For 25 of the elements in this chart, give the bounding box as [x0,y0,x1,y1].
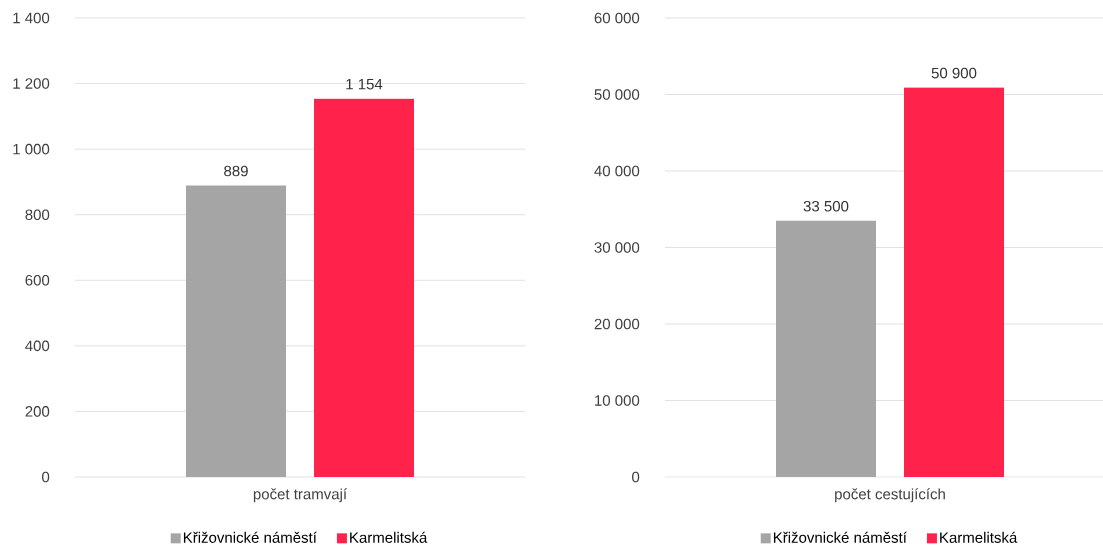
legend-label: Karmelitská [350,531,428,543]
data-label: 50 900 [931,67,977,79]
y-tick-label: 0 [632,471,640,483]
y-tick-label: 200 [25,406,50,417]
data-label: 889 [224,165,248,177]
x-tick-label: počet tramvají [253,488,348,503]
y-tick-label: 60 000 [594,12,640,24]
data-label: 1 154 [346,78,383,90]
x-tick-label: počet cestujících [835,488,945,503]
y-tick-label: 20 000 [594,318,640,330]
legend-label: Křižovnické náměstí [773,531,907,543]
legend-label: Karmelitská [940,531,1018,543]
y-tick-label: 600 [25,274,50,286]
y-tick-label: 800 [25,209,50,221]
y-tick-label: 1 400 [13,12,50,24]
y-tick-label: 1 000 [13,143,50,155]
y-tick-label: 0 [42,471,50,483]
data-label: 33 500 [803,200,849,212]
y-tick-label: 10 000 [595,395,640,406]
y-tick-label: 50 000 [594,89,640,100]
legend-label: Křižovnické náměstí [183,531,317,543]
y-tick-label: 400 [25,340,50,352]
y-tick-label: 30 000 [594,242,640,253]
y-tick-label: 40 000 [594,165,640,177]
y-tick-label: 1 200 [13,78,50,89]
